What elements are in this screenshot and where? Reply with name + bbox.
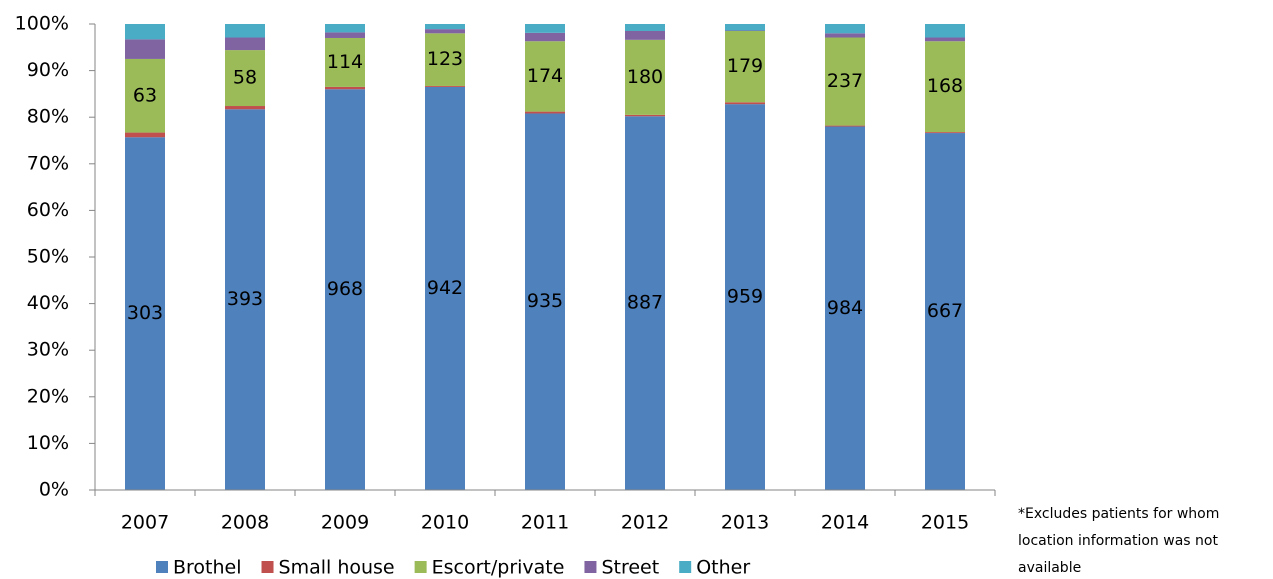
data-label: 123 xyxy=(427,48,463,70)
bar-segment xyxy=(325,86,365,90)
bar-segment xyxy=(725,30,765,103)
legend-label: Other xyxy=(696,557,750,579)
data-label: 887 xyxy=(627,292,663,314)
data-label: 303 xyxy=(127,302,163,324)
bar-segment xyxy=(825,125,865,127)
bar-segment xyxy=(825,126,865,491)
bar-segment xyxy=(925,24,965,38)
bar-segment xyxy=(525,32,565,42)
x-tick-label: 2007 xyxy=(121,512,169,534)
data-label: 168 xyxy=(927,75,963,97)
y-tick-label: 70% xyxy=(27,152,69,174)
bar-segment xyxy=(125,132,165,138)
bar-segment xyxy=(525,24,565,33)
bar-segment xyxy=(325,89,365,491)
y-tick-label: 20% xyxy=(27,385,69,407)
bar-segment xyxy=(425,24,465,30)
bar-segment xyxy=(425,33,465,86)
legend-label: Brothel xyxy=(173,557,242,579)
data-label: 58 xyxy=(233,67,257,89)
data-label: 984 xyxy=(827,297,863,319)
bar-segment xyxy=(825,37,865,126)
bar-segment xyxy=(525,111,565,114)
legend-swatch xyxy=(414,561,427,573)
y-tick-label: 90% xyxy=(27,59,69,81)
x-tick-label: 2014 xyxy=(821,512,869,534)
data-label: 63 xyxy=(133,84,157,106)
bar-segment xyxy=(625,39,665,115)
x-tick-label: 2012 xyxy=(621,512,669,534)
bar-segment xyxy=(625,24,665,31)
bar-segment xyxy=(225,50,265,107)
bar-segment xyxy=(125,39,165,59)
bar-segment xyxy=(125,58,165,133)
bar-segment xyxy=(225,106,265,110)
y-tick-label: 50% xyxy=(27,246,69,268)
y-tick-label: 80% xyxy=(27,106,69,128)
bar-segment xyxy=(225,24,265,38)
bar-segment xyxy=(925,133,965,490)
data-label: 114 xyxy=(327,51,363,73)
x-tick-label: 2010 xyxy=(421,512,469,534)
x-tick-label: 2009 xyxy=(321,512,369,534)
data-label: 393 xyxy=(227,288,263,310)
x-tick-label: 2008 xyxy=(221,512,269,534)
footnote: available xyxy=(1018,560,1081,576)
y-tick-label: 30% xyxy=(27,339,69,361)
bar-segment xyxy=(425,29,465,34)
legend-swatch xyxy=(679,561,692,573)
bar-segment xyxy=(625,114,665,117)
bar-segment xyxy=(625,116,665,490)
bar-segment xyxy=(325,37,365,87)
bar-segment xyxy=(625,30,665,40)
bar-segment xyxy=(725,104,765,490)
bar-segment xyxy=(725,102,765,105)
bar-segment xyxy=(825,33,865,38)
x-tick-label: 2015 xyxy=(921,512,969,534)
bar-segment xyxy=(925,37,965,42)
data-label: 179 xyxy=(727,55,763,77)
bar-segment xyxy=(525,113,565,491)
footnote: location information was not xyxy=(1018,533,1218,549)
data-label: 174 xyxy=(527,65,563,87)
legend-swatch xyxy=(584,561,597,573)
bar-segment xyxy=(225,37,265,51)
x-tick-label: 2011 xyxy=(521,512,569,534)
data-label: 959 xyxy=(727,286,763,308)
legend-label: Escort/private xyxy=(432,557,565,579)
bar-segment xyxy=(425,86,465,490)
data-label: 935 xyxy=(527,290,563,312)
y-tick-label: 40% xyxy=(27,292,69,314)
bar-segment xyxy=(925,132,965,134)
bar-segment xyxy=(225,109,265,490)
bar-segment xyxy=(325,24,365,33)
legend-swatch xyxy=(156,561,168,573)
y-tick-label: 0% xyxy=(39,479,69,501)
data-label: 942 xyxy=(427,277,463,299)
x-tick-label: 2013 xyxy=(721,512,769,534)
legend-swatch xyxy=(261,561,274,573)
bar-segment xyxy=(125,24,165,40)
bar-segment xyxy=(925,41,965,133)
bar-segment xyxy=(725,24,765,31)
bar-segment xyxy=(425,85,465,87)
legend-label: Street xyxy=(601,557,659,579)
bar-segment xyxy=(125,137,165,490)
y-tick-label: 10% xyxy=(27,432,69,454)
data-label: 180 xyxy=(627,66,663,88)
legend-label: Small house xyxy=(279,557,395,579)
bar-segment xyxy=(825,24,865,34)
y-tick-label: 100% xyxy=(15,13,69,35)
data-label: 237 xyxy=(827,70,863,92)
data-label: 667 xyxy=(927,300,963,322)
y-tick-label: 60% xyxy=(27,199,69,221)
data-label: 968 xyxy=(327,278,363,300)
bar-segment xyxy=(325,32,365,38)
bar-segment xyxy=(525,41,565,112)
footnote: *Excludes patients for whom xyxy=(1018,506,1219,522)
